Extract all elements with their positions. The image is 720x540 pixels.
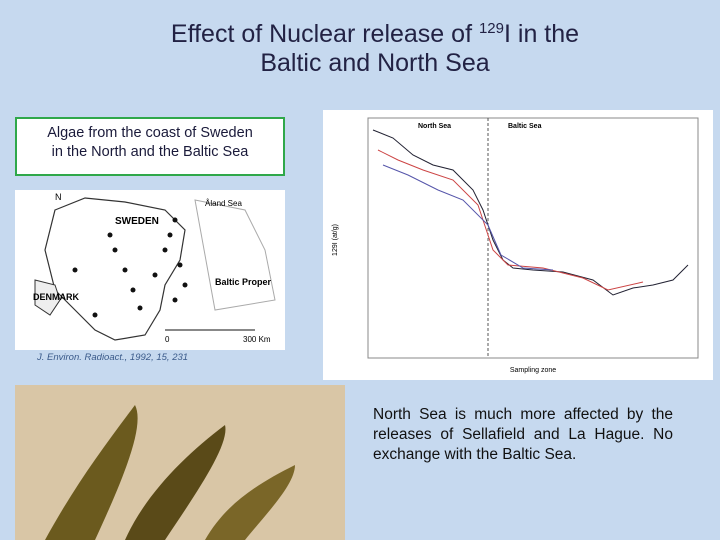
region-label: Baltic Sea: [508, 123, 542, 130]
title-line-1: Effect of Nuclear release of 129I in the: [100, 12, 650, 51]
caption-line: Algae from the coast of Sweden: [47, 125, 253, 141]
map-label: N: [55, 192, 62, 202]
title-superscript: 129: [478, 20, 504, 37]
sample-sites: [72, 217, 188, 318]
citation: J. Environ. Radioact., 1992, 15, 231: [37, 352, 189, 363]
plot-frame: [367, 117, 699, 359]
title-text: I in the: [504, 20, 580, 48]
body-text: North Sea is much more affected by the r…: [373, 406, 673, 463]
frond: [125, 425, 226, 540]
region-label: North Sea: [418, 123, 451, 130]
title-line-2: Baltic and North Sea: [260, 49, 490, 77]
coastline: [34, 279, 61, 316]
x-axis-label: Sampling zone: [510, 367, 556, 374]
frond: [205, 465, 295, 540]
coastline: [44, 197, 186, 341]
frond: [45, 405, 138, 540]
trend-line: [382, 164, 554, 271]
chart-image: North Sea Baltic Sea 129I (at/g) Samplin…: [323, 110, 713, 380]
caption-box: Algae from the coast of Sweden in the No…: [15, 117, 285, 176]
seaweed-photo: [15, 385, 345, 540]
title-text: Effect of Nuclear release of: [170, 20, 479, 48]
map-label: Baltic Proper: [215, 277, 272, 287]
scale-label: 0: [165, 335, 170, 344]
scale-label: 300 Km: [243, 335, 271, 344]
trend-line: [372, 129, 689, 296]
map: N SWEDEN Åland Sea DENMARK Baltic Proper…: [15, 190, 285, 350]
trend-line: [377, 149, 644, 291]
map-label: DENMARK: [33, 292, 79, 302]
caption-line: in the North and the Baltic Sea: [51, 144, 249, 160]
y-axis-label: 129I (at/g): [332, 224, 339, 256]
map-label: Åland Sea: [205, 199, 242, 208]
map-label: SWEDEN: [115, 216, 159, 227]
coastline: [194, 199, 276, 311]
